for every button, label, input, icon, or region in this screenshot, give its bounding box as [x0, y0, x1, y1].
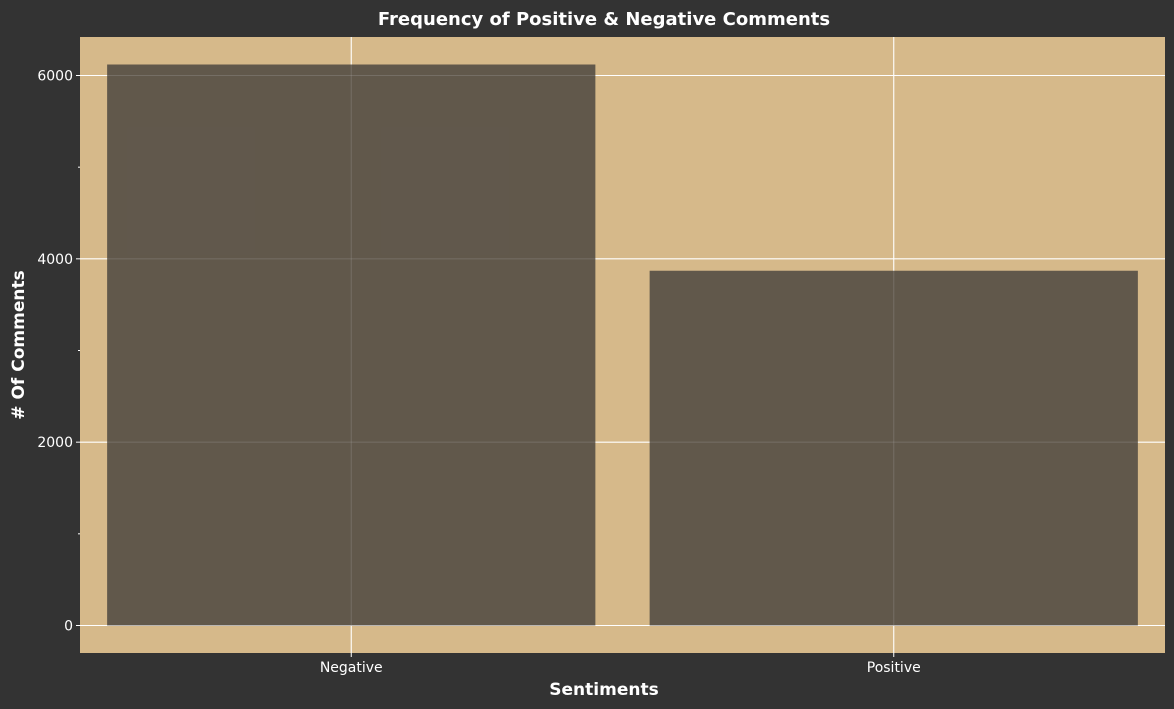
bar-negative	[107, 64, 596, 626]
y-axis-label: # Of Comments	[9, 270, 29, 419]
x-axis-label: Sentiments	[549, 680, 658, 700]
bar-positive	[649, 270, 1138, 626]
y-tick-label: 4000	[37, 252, 73, 268]
y-tick-label: 2000	[37, 435, 73, 451]
y-tick-label: 6000	[37, 69, 73, 85]
x-tick-label: Positive	[867, 660, 921, 676]
y-tick-label: 0	[64, 619, 73, 635]
axes: 0 2000 4000 6000 Negative Positive	[37, 69, 920, 677]
bars	[80, 37, 1165, 653]
chart-title: Frequency of Positive & Negative Comment…	[378, 9, 830, 30]
x-tick-label: Negative	[320, 660, 383, 676]
